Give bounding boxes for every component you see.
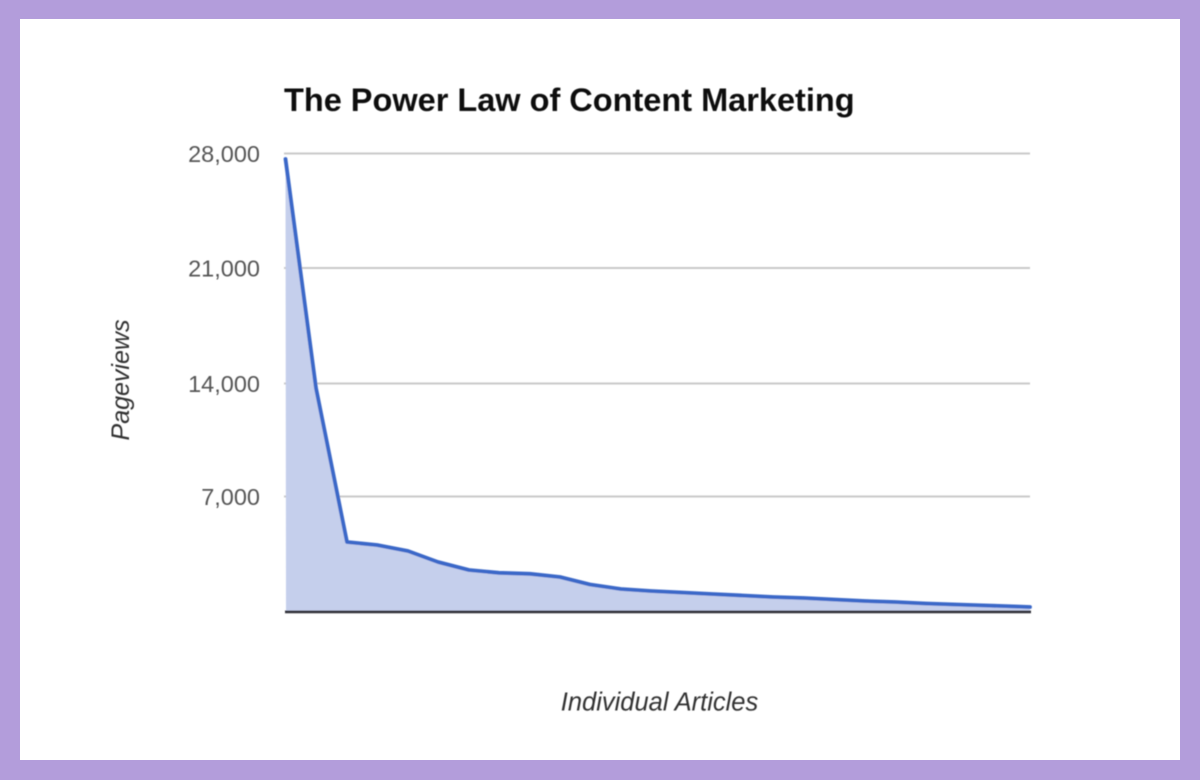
svg-text:Individual Articles: Individual Articles bbox=[561, 689, 759, 717]
svg-text:21,000: 21,000 bbox=[188, 256, 260, 282]
svg-text:7,000: 7,000 bbox=[201, 484, 260, 510]
svg-text:28,000: 28,000 bbox=[188, 141, 260, 167]
svg-text:14,000: 14,000 bbox=[188, 371, 260, 397]
svg-text:Pageviews: Pageviews bbox=[107, 320, 135, 441]
svg-text:The Power Law of Content Marke: The Power Law of Content Marketing bbox=[284, 82, 855, 118]
